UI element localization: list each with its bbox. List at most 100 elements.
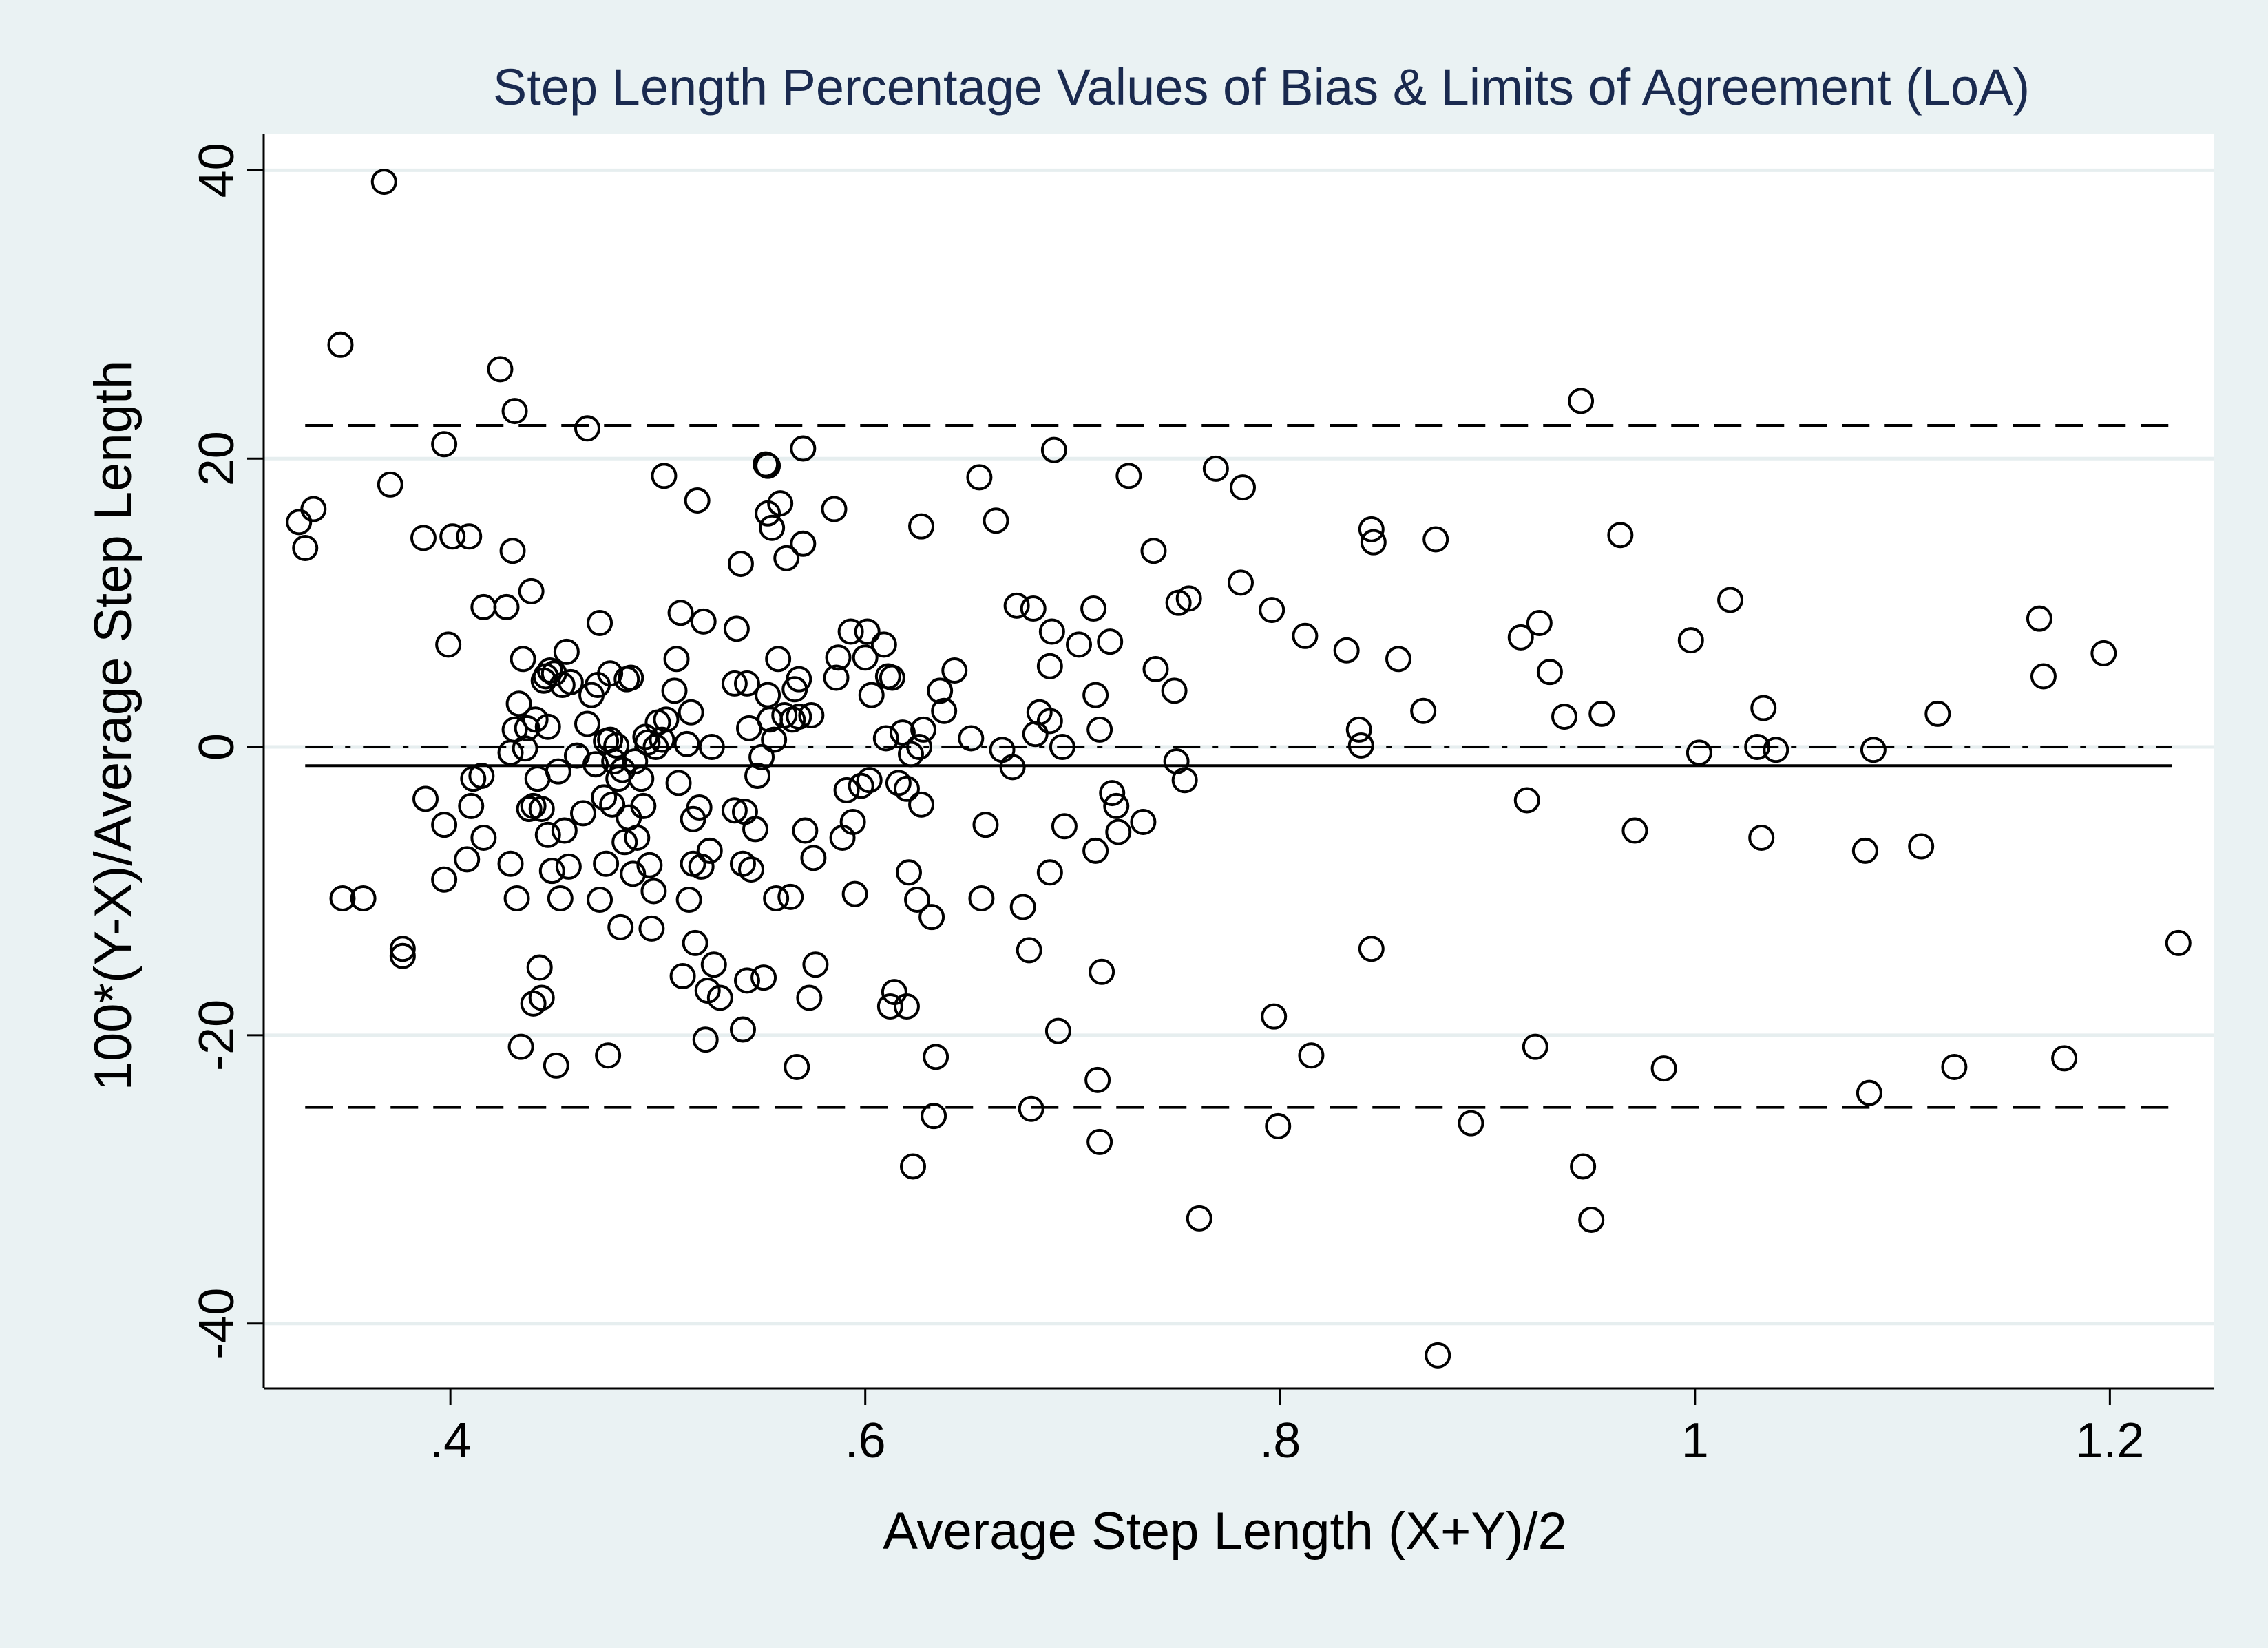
data-point (738, 856, 764, 883)
data-point (1924, 700, 1951, 727)
data-point (389, 942, 416, 969)
data-point (773, 545, 800, 571)
data-point (582, 751, 609, 778)
data-point (1748, 824, 1775, 851)
data-point (1036, 859, 1063, 886)
data-point (649, 726, 675, 753)
data-point (555, 853, 582, 880)
data-point (696, 837, 723, 864)
data-point (628, 765, 655, 792)
data-point (1347, 732, 1374, 759)
data-point (620, 860, 647, 887)
data-point (727, 551, 754, 578)
data-point (1345, 716, 1372, 743)
data-point (599, 791, 626, 818)
data-point (1536, 659, 1563, 686)
x-tick-label: 1 (1681, 1413, 1709, 1468)
data-point (512, 735, 538, 762)
data-point (1044, 1017, 1071, 1044)
data-point (1292, 622, 1319, 649)
data-point (601, 748, 628, 774)
data-point (802, 951, 829, 978)
data-point (1115, 463, 1142, 489)
data-point (553, 638, 580, 665)
data-point (569, 800, 596, 827)
data-point (618, 664, 644, 691)
data-point (622, 748, 649, 774)
data-point (1422, 526, 1449, 553)
data-point (543, 1052, 569, 1079)
data-point (522, 706, 549, 733)
data-point (966, 464, 993, 491)
data-point (684, 487, 711, 514)
data-point (1086, 1128, 1113, 1155)
data-point (841, 880, 868, 907)
y-axis-ticks: 40 20 0 -20 -40 (189, 142, 264, 1360)
data-point (534, 713, 561, 740)
data-point (904, 887, 931, 913)
data-point (1360, 529, 1387, 556)
data-point (1744, 734, 1771, 761)
data-point (1265, 1112, 1292, 1139)
data-point (528, 796, 555, 823)
data-point (721, 797, 748, 824)
chart-title: Step Length Percentage Values of Bias & … (493, 59, 2030, 116)
data-point (497, 850, 524, 877)
data-point (1607, 522, 1634, 549)
data-point (761, 726, 788, 753)
data-point (638, 915, 665, 942)
data-point (908, 513, 935, 540)
y-tick-label: -20 (189, 1000, 244, 1071)
data-points (286, 169, 2192, 1369)
data-point (733, 670, 760, 697)
y-tick-label: 20 (189, 431, 244, 486)
data-point (377, 471, 403, 498)
data-point (885, 770, 912, 796)
data-point (895, 859, 922, 886)
data-point (557, 668, 584, 695)
data-point (528, 984, 555, 1011)
data-point (790, 530, 817, 557)
x-axis-title: Average Step Length (X+Y)/2 (883, 1502, 1567, 1561)
data-point (1259, 597, 1285, 624)
data-point (767, 490, 794, 517)
data-point (1677, 627, 1704, 654)
data-point (587, 609, 613, 636)
data-point (673, 730, 700, 757)
data-point (983, 507, 1009, 534)
data-point (1385, 646, 1411, 673)
data-point (700, 951, 727, 978)
data-point (551, 817, 578, 844)
x-tick-label: .6 (845, 1413, 886, 1468)
data-point (688, 853, 715, 880)
plot-area (264, 134, 2214, 1388)
data-point (923, 1044, 949, 1070)
data-point (507, 1033, 534, 1060)
data-point (574, 415, 600, 442)
data-point (1036, 708, 1063, 735)
data-point (1507, 624, 1534, 651)
data-point (501, 398, 528, 425)
data-point (1186, 1205, 1212, 1232)
data-point (1161, 677, 1188, 704)
data-point (876, 993, 903, 1020)
data-point (669, 963, 696, 990)
data-point (640, 878, 667, 905)
data-point (370, 169, 397, 196)
data-point (1458, 1110, 1484, 1137)
data-point (1298, 1042, 1325, 1069)
data-point (1038, 618, 1065, 645)
data-point (526, 954, 553, 981)
data-point (520, 990, 547, 1017)
data-point (607, 913, 634, 940)
data-point (1851, 837, 1878, 864)
data-point (750, 964, 777, 991)
data-point (742, 816, 769, 843)
data-point (692, 1026, 719, 1053)
data-point (748, 743, 775, 770)
data-point (454, 846, 481, 873)
data-point (665, 770, 692, 796)
data-point (2030, 663, 2057, 690)
data-point (690, 608, 717, 635)
data-point (1202, 455, 1229, 482)
